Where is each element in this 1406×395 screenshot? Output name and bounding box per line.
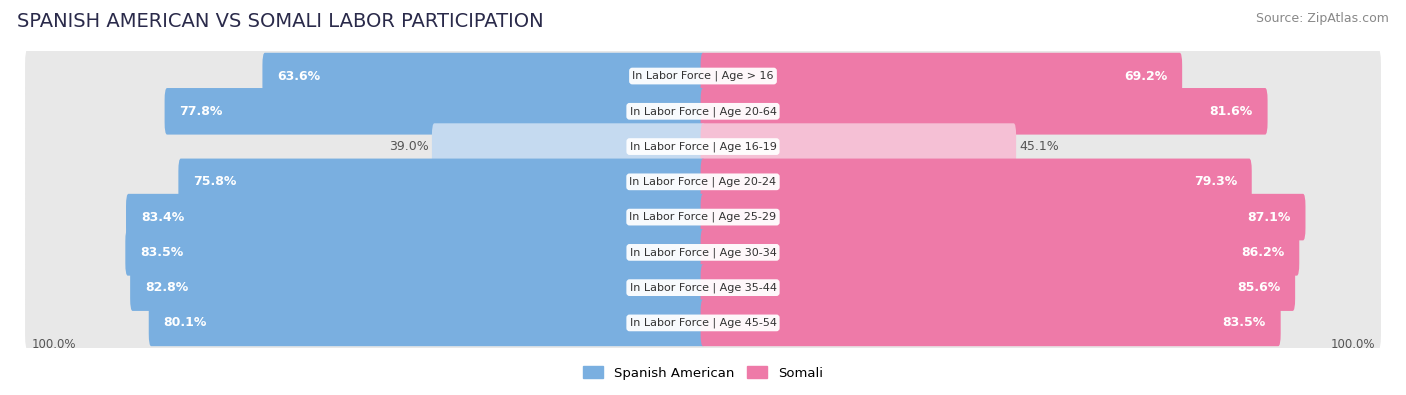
Text: Source: ZipAtlas.com: Source: ZipAtlas.com bbox=[1256, 12, 1389, 25]
FancyBboxPatch shape bbox=[700, 158, 1251, 205]
Text: 87.1%: 87.1% bbox=[1247, 211, 1291, 224]
FancyBboxPatch shape bbox=[700, 123, 1017, 170]
Text: 85.6%: 85.6% bbox=[1237, 281, 1281, 294]
Text: 45.1%: 45.1% bbox=[1019, 140, 1059, 153]
FancyBboxPatch shape bbox=[263, 53, 706, 99]
Text: In Labor Force | Age 35-44: In Labor Force | Age 35-44 bbox=[630, 282, 776, 293]
Text: SPANISH AMERICAN VS SOMALI LABOR PARTICIPATION: SPANISH AMERICAN VS SOMALI LABOR PARTICI… bbox=[17, 12, 544, 31]
Text: 39.0%: 39.0% bbox=[389, 140, 429, 153]
Text: 77.8%: 77.8% bbox=[180, 105, 222, 118]
Text: 75.8%: 75.8% bbox=[193, 175, 236, 188]
FancyBboxPatch shape bbox=[149, 300, 706, 346]
Text: In Labor Force | Age 16-19: In Labor Force | Age 16-19 bbox=[630, 141, 776, 152]
Text: 80.1%: 80.1% bbox=[163, 316, 207, 329]
Text: In Labor Force | Age 45-54: In Labor Force | Age 45-54 bbox=[630, 318, 776, 328]
FancyBboxPatch shape bbox=[165, 88, 706, 135]
Text: 86.2%: 86.2% bbox=[1241, 246, 1285, 259]
Text: 83.4%: 83.4% bbox=[141, 211, 184, 224]
Text: In Labor Force | Age 25-29: In Labor Force | Age 25-29 bbox=[630, 212, 776, 222]
Text: 100.0%: 100.0% bbox=[1330, 338, 1375, 351]
FancyBboxPatch shape bbox=[25, 296, 1381, 350]
Text: 69.2%: 69.2% bbox=[1123, 70, 1167, 83]
FancyBboxPatch shape bbox=[700, 53, 1182, 99]
Text: In Labor Force | Age 20-24: In Labor Force | Age 20-24 bbox=[630, 177, 776, 187]
FancyBboxPatch shape bbox=[700, 194, 1306, 241]
FancyBboxPatch shape bbox=[179, 158, 706, 205]
Text: In Labor Force | Age 20-64: In Labor Force | Age 20-64 bbox=[630, 106, 776, 117]
Text: In Labor Force | Age > 16: In Labor Force | Age > 16 bbox=[633, 71, 773, 81]
FancyBboxPatch shape bbox=[25, 85, 1381, 138]
Text: 83.5%: 83.5% bbox=[141, 246, 183, 259]
Text: 82.8%: 82.8% bbox=[145, 281, 188, 294]
FancyBboxPatch shape bbox=[700, 264, 1295, 311]
Text: 79.3%: 79.3% bbox=[1194, 175, 1237, 188]
FancyBboxPatch shape bbox=[125, 229, 706, 276]
Text: 100.0%: 100.0% bbox=[31, 338, 76, 351]
FancyBboxPatch shape bbox=[25, 155, 1381, 209]
FancyBboxPatch shape bbox=[131, 264, 706, 311]
Text: 83.5%: 83.5% bbox=[1223, 316, 1265, 329]
FancyBboxPatch shape bbox=[25, 226, 1381, 279]
Text: In Labor Force | Age 30-34: In Labor Force | Age 30-34 bbox=[630, 247, 776, 258]
FancyBboxPatch shape bbox=[700, 229, 1299, 276]
Legend: Spanish American, Somali: Spanish American, Somali bbox=[583, 366, 823, 380]
FancyBboxPatch shape bbox=[700, 300, 1281, 346]
FancyBboxPatch shape bbox=[25, 49, 1381, 103]
FancyBboxPatch shape bbox=[700, 88, 1268, 135]
Text: 63.6%: 63.6% bbox=[277, 70, 321, 83]
FancyBboxPatch shape bbox=[25, 120, 1381, 173]
FancyBboxPatch shape bbox=[432, 123, 706, 170]
FancyBboxPatch shape bbox=[127, 194, 706, 241]
FancyBboxPatch shape bbox=[25, 261, 1381, 314]
Text: 81.6%: 81.6% bbox=[1209, 105, 1253, 118]
FancyBboxPatch shape bbox=[25, 190, 1381, 244]
